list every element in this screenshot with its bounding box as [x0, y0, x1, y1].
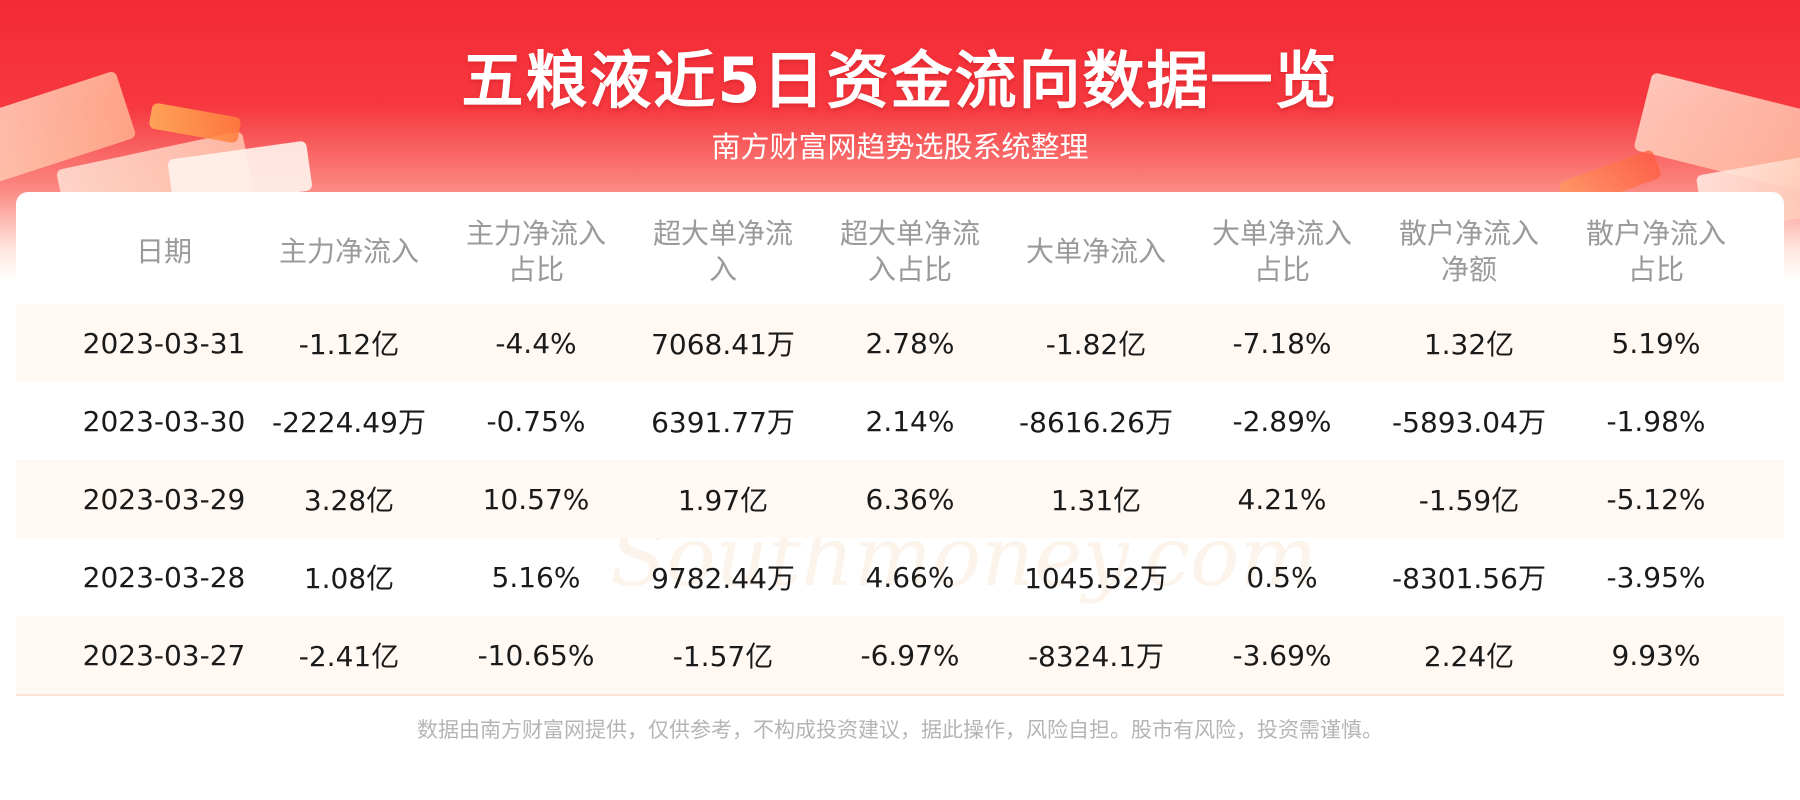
page-subtitle: 南方财富网趋势选股系统整理 — [711, 130, 1089, 164]
cell-retail-inflow: -5893.04万 — [1392, 406, 1546, 439]
col-header-line: 净额 — [1440, 253, 1497, 286]
cell-retail-inflow: -1.59亿 — [1418, 484, 1520, 517]
col-header-xl-order-net-inflow: 超大单净流入 — [630, 200, 816, 304]
cell-xl-ratio: 6.36% — [865, 482, 955, 516]
col-header-line: 主力净流入 — [278, 235, 419, 268]
col-header-line: 超大单净流 — [652, 217, 793, 250]
cell-main-ratio: 5.16% — [491, 560, 581, 594]
disclaimer-text: 数据由南方财富网提供，仅供参考，不构成投资建议，据此操作，风险自担。股市有风险，… — [417, 718, 1383, 742]
col-header-large-order-net-inflow: 大单净流入 — [1003, 200, 1189, 304]
cell-date: 2023-03-30 — [82, 404, 246, 438]
cell-large-inflow: 1045.52万 — [1024, 562, 1168, 595]
table-row: 2023-03-27 -2.41亿 -10.65% -1.57亿 -6.97% … — [16, 616, 1784, 694]
cell-large-ratio: -2.89% — [1232, 404, 1332, 438]
col-header-retail-net-inflow: 散户净流入 净额 — [1376, 200, 1562, 304]
cell-main-net-inflow: -2224.49万 — [272, 406, 426, 439]
cell-retail-inflow: 1.32亿 — [1423, 328, 1515, 361]
col-header-line: 大单净流入 — [1211, 217, 1352, 250]
table-header: 日期 主力净流入 主力净流入 占比 超大单净流入 超大单净流 入占比 大单净流入 大… — [16, 200, 1784, 304]
cell-date: 2023-03-31 — [82, 326, 246, 360]
cell-retail-ratio: 5.19% — [1611, 326, 1701, 360]
cell-main-ratio: 10.57% — [482, 482, 590, 516]
cell-large-ratio: -3.69% — [1232, 638, 1332, 672]
cell-retail-inflow: -8301.56万 — [1392, 562, 1546, 595]
table-card — [16, 192, 1784, 696]
cell-date: 2023-03-29 — [82, 482, 246, 516]
col-header-line: 日期 — [135, 235, 192, 268]
cell-main-net-inflow: 3.28亿 — [303, 484, 395, 517]
col-header-line: 入占比 — [867, 253, 952, 286]
col-header-line: 入 — [708, 253, 737, 286]
cell-retail-ratio: -5.12% — [1606, 482, 1706, 516]
cell-main-net-inflow: 1.08亿 — [303, 562, 395, 595]
col-header-date: 日期 — [71, 200, 257, 304]
cell-large-inflow: -8616.26万 — [1019, 406, 1173, 439]
cell-xl-ratio: 4.66% — [865, 560, 955, 594]
table-row: 2023-03-28 1.08亿 5.16% 9782.44万 4.66% 10… — [16, 538, 1784, 616]
page-title: 五粮液近5日资金流向数据一览 — [461, 44, 1339, 117]
cell-date: 2023-03-28 — [82, 560, 246, 594]
cell-large-ratio: 0.5% — [1246, 560, 1318, 594]
cell-xl-inflow: 9782.44万 — [651, 562, 795, 595]
cell-main-net-inflow: -2.41亿 — [298, 640, 400, 673]
col-header-main-net-inflow-ratio: 主力净流入 占比 — [443, 200, 629, 304]
cell-large-ratio: -7.18% — [1232, 326, 1332, 360]
col-header-line: 超大单净流 — [839, 217, 980, 250]
col-header-line: 占比 — [507, 253, 564, 286]
cell-main-ratio: -10.65% — [477, 638, 595, 672]
col-header-line: 散户净流入 — [1585, 217, 1726, 250]
table-body: 2023-03-31 -1.12亿 -4.4% 7068.41万 2.78% -… — [16, 304, 1784, 694]
col-header-line: 散户净流入 — [1398, 217, 1539, 250]
cell-retail-ratio: 9.93% — [1611, 638, 1701, 672]
cell-xl-inflow: 6391.77万 — [651, 406, 795, 439]
cell-xl-ratio: 2.14% — [865, 404, 955, 438]
cell-main-ratio: -4.4% — [495, 326, 577, 360]
cell-large-inflow: -1.82亿 — [1045, 328, 1147, 361]
col-header-main-net-inflow: 主力净流入 — [256, 200, 442, 304]
cell-xl-ratio: 2.78% — [865, 326, 955, 360]
cell-main-net-inflow: -1.12亿 — [298, 328, 400, 361]
col-header-large-order-net-inflow-ratio: 大单净流入 占比 — [1189, 200, 1375, 304]
cell-xl-inflow: 7068.41万 — [651, 328, 795, 361]
divider — [16, 694, 1784, 696]
table-row: 2023-03-29 3.28亿 10.57% 1.97亿 6.36% 1.31… — [16, 460, 1784, 538]
cell-large-inflow: -8324.1万 — [1027, 640, 1165, 673]
cell-retail-ratio: -1.98% — [1606, 404, 1706, 438]
col-header-line: 占比 — [1253, 253, 1310, 286]
cell-retail-ratio: -3.95% — [1606, 560, 1706, 594]
col-header-line: 大单净流入 — [1025, 235, 1166, 268]
col-header-xl-order-net-inflow-ratio: 超大单净流 入占比 — [817, 200, 1003, 304]
cell-date: 2023-03-27 — [82, 638, 246, 672]
cell-main-ratio: -0.75% — [486, 404, 586, 438]
cell-xl-inflow: 1.97亿 — [677, 484, 769, 517]
col-header-line: 占比 — [1627, 253, 1684, 286]
cell-xl-ratio: -6.97% — [860, 638, 960, 672]
table-row: 2023-03-31 -1.12亿 -4.4% 7068.41万 2.78% -… — [16, 304, 1784, 382]
col-header-line: 主力净流入 — [465, 217, 606, 250]
cell-retail-inflow: 2.24亿 — [1423, 640, 1515, 673]
col-header-retail-net-inflow-ratio: 散户净流入 占比 — [1563, 200, 1749, 304]
cell-xl-inflow: -1.57亿 — [672, 640, 774, 673]
cell-large-inflow: 1.31亿 — [1050, 484, 1142, 517]
cell-large-ratio: 4.21% — [1237, 482, 1327, 516]
table-row: 2023-03-30 -2224.49万 -0.75% 6391.77万 2.1… — [16, 382, 1784, 460]
